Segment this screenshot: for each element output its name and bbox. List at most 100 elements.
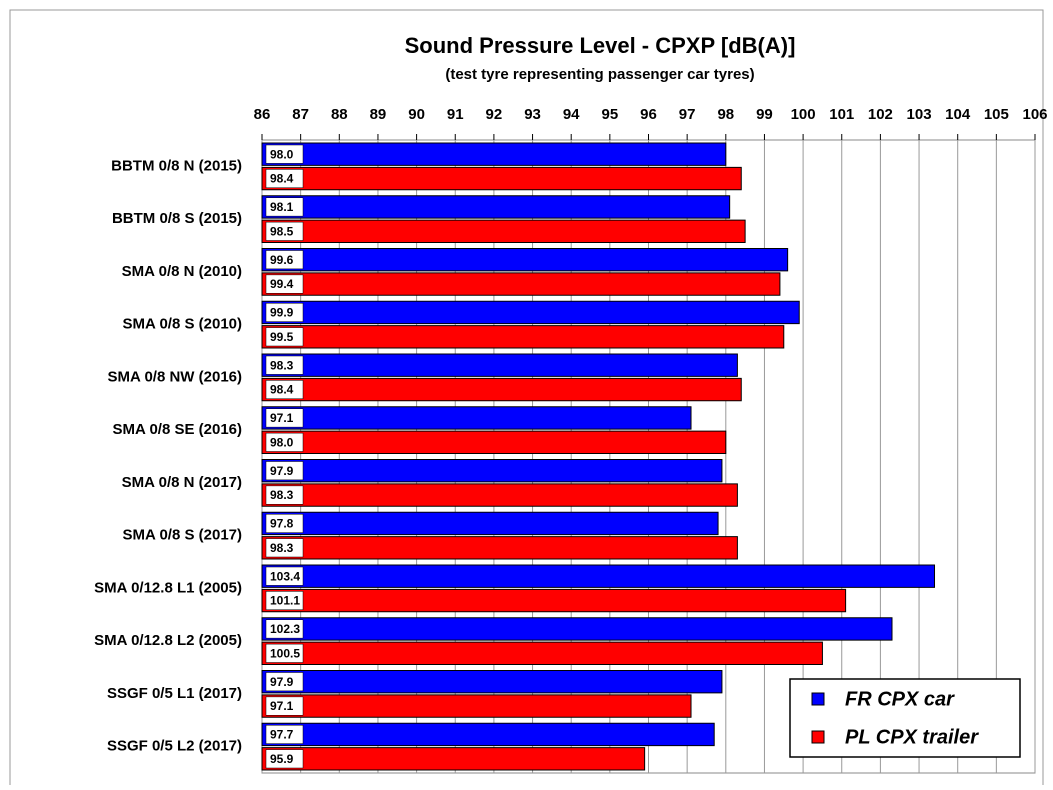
value-label: 98.3 [270,358,294,372]
x-tick-label: 86 [254,106,271,123]
y-tick-label: BBTM 0/8 S (2015) [112,210,242,227]
value-label-box [265,355,304,375]
value-label-box [265,197,304,217]
x-tick-label: 95 [602,106,619,123]
x-tick-label: 88 [331,106,348,123]
value-label-box [265,169,304,188]
x-tick-label: 97 [679,106,696,123]
value-label-box [265,303,304,322]
bar [261,272,781,296]
value-label-box [265,696,304,716]
value-label: 97.7 [270,728,294,742]
value-label-box [265,274,304,294]
bar [261,588,847,613]
value-label: 97.1 [270,411,294,425]
x-tick-label: 93 [524,106,541,123]
bar [261,722,715,747]
bar [261,617,893,641]
chart-title: Sound Pressure Level - CPXP [dB(A)] [405,33,796,58]
y-tick-label: SMA 0/8 S (2017) [123,527,243,544]
bar [261,747,646,771]
x-tick-label: 87 [292,106,309,123]
bar [261,641,823,665]
value-label-box [265,672,304,692]
value-label: 101.1 [270,594,300,608]
value-label-box [265,461,304,481]
bar [261,430,727,454]
bar [261,300,800,325]
value-label: 99.5 [270,330,294,344]
value-label: 99.4 [270,277,294,291]
value-label-box [265,725,304,744]
bar [261,511,719,536]
value-label-box [265,221,304,241]
x-tick-label: 92 [486,106,503,123]
legend-box [789,678,1021,758]
value-label: 98.3 [270,541,294,555]
value-label: 97.9 [270,675,294,689]
bar [261,694,692,718]
x-tick-label: 90 [408,106,425,123]
value-label-box [265,566,304,586]
bar [261,670,723,694]
y-tick-label: SMA 0/8 N (2017) [122,474,242,491]
legend-label: PL CPX trailer [845,726,979,748]
value-label-box [265,538,304,558]
bar [261,564,936,588]
legend-label: FR CPX car [845,688,955,710]
value-label-box [265,380,304,399]
y-tick-label: SMA 0/8 N (2010) [122,263,242,280]
value-label: 98.0 [270,435,294,449]
bar [261,219,746,243]
bar [261,483,738,507]
value-label: 97.1 [270,699,294,713]
value-label: 98.4 [270,172,294,186]
value-label: 99.6 [270,253,294,267]
x-tick-label: 104 [945,106,971,123]
x-tick-label: 101 [829,106,854,123]
value-label-box [265,408,304,428]
bar [261,166,742,191]
bar [261,195,731,219]
value-label-box [265,432,304,452]
value-label: 98.5 [270,224,294,238]
x-tick-label: 99 [756,106,773,123]
x-tick-label: 94 [563,106,580,123]
value-label: 103.4 [270,569,300,583]
value-label-box [265,514,304,533]
y-tick-label: SMA 0/8 SE (2016) [113,421,243,438]
value-label: 98.4 [270,383,294,397]
y-tick-label: SMA 0/8 S (2010) [123,316,243,333]
value-label-box [265,485,304,505]
bar [261,536,738,560]
x-tick-label: 98 [717,106,734,123]
value-label-box [265,144,304,164]
y-tick-label: SMA 0/12.8 L2 (2005) [94,632,242,649]
value-label: 98.1 [270,200,294,214]
x-tick-label: 100 [791,106,816,123]
value-label: 98.3 [270,488,294,502]
y-tick-label: SSGF 0/5 L1 (2017) [107,685,242,702]
legend-swatch [811,730,825,744]
bar [261,377,742,402]
y-tick-label: SSGF 0/5 L2 (2017) [107,738,242,755]
chart-subtitle: (test tyre representing passenger car ty… [445,66,754,83]
value-label: 97.9 [270,464,294,478]
legend-swatch [811,692,825,706]
value-label: 97.8 [270,517,294,531]
x-tick-label: 102 [868,106,893,123]
x-tick-label: 106 [1022,106,1047,123]
bar [261,353,738,377]
value-label: 95.9 [270,752,294,766]
bar [261,325,785,349]
y-tick-label: SMA 0/12.8 L1 (2005) [94,579,242,596]
value-label-box [265,643,304,663]
bar [261,459,723,483]
bar [261,248,789,272]
x-tick-label: 96 [640,106,657,123]
value-label: 99.9 [270,306,294,320]
value-label-box [265,250,304,270]
value-label: 98.0 [270,147,294,161]
x-tick-label: 103 [907,106,932,123]
